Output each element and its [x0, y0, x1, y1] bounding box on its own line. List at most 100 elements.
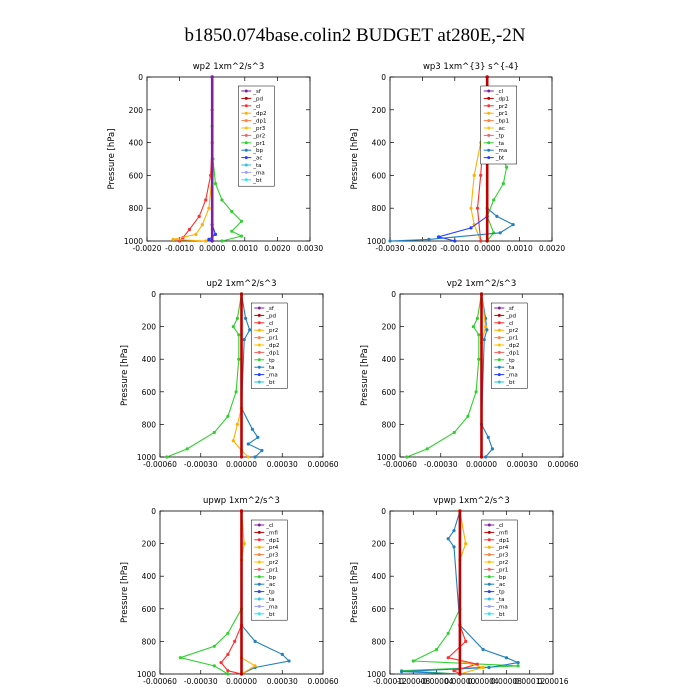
- x-tick-label: 0.0010: [506, 244, 532, 253]
- y-tick-label: 400: [142, 355, 157, 364]
- series-point: [452, 669, 456, 673]
- legend-entry: _bt: [265, 380, 275, 386]
- x-tick-label: 0.00030: [267, 460, 298, 469]
- series-point: [492, 198, 496, 202]
- legend-entry: _cl: [265, 321, 274, 327]
- x-tick-label: 0.00000: [466, 460, 497, 469]
- legend-entry: _pr4: [265, 545, 279, 551]
- legend-entry: _dp2: [252, 111, 266, 117]
- x-tick-label: -0.00004: [420, 677, 454, 686]
- legend-entry: _ac: [252, 156, 262, 162]
- x-tick-label: 0.00012: [514, 677, 545, 686]
- legend-entry: _sf: [505, 306, 515, 312]
- legend-entry: _cl: [252, 104, 261, 110]
- panel-2: wp3 1xm^{3} s^{-4} Pressure [hPa] 0 200 400 6…: [350, 62, 565, 253]
- y-tick-label: 800: [382, 420, 397, 429]
- series-point: [187, 227, 191, 232]
- series-point: [220, 239, 224, 243]
- legend-marker: [487, 545, 491, 549]
- series-line-ac: [211, 77, 244, 242]
- legend-marker: [257, 350, 261, 354]
- x-tick-label: -0.00030: [424, 460, 458, 469]
- y-axis-label: Pressure [hPa]: [350, 129, 360, 190]
- series-point: [234, 390, 238, 394]
- x-tick-label: -0.00060: [143, 677, 177, 686]
- series-point: [446, 537, 450, 541]
- legend-marker: [487, 567, 491, 571]
- y-tick-label: 200: [142, 540, 157, 549]
- series-point: [235, 316, 239, 320]
- plot-frame: [389, 510, 554, 675]
- legend-marker: [257, 597, 261, 601]
- series-line-dp2: [166, 293, 243, 458]
- series-point: [400, 670, 404, 674]
- series-point: [475, 316, 479, 320]
- series-point: [287, 659, 291, 663]
- series-point: [482, 338, 486, 342]
- legend-entry: _cl: [505, 321, 514, 327]
- x-tick-label: 0.00030: [267, 677, 298, 686]
- legend-entry: _pr1: [265, 567, 278, 573]
- series-point: [239, 219, 244, 223]
- series-point: [178, 656, 182, 660]
- series-point: [479, 455, 484, 459]
- x-tick-label: 0.0020: [539, 244, 565, 253]
- x-tick-label: -0.0010: [165, 244, 194, 253]
- legend-marker: [257, 604, 261, 608]
- legend-marker: [244, 104, 248, 108]
- legend-marker: [244, 111, 248, 115]
- series-point: [469, 226, 473, 230]
- x-tick-label: 0.0000: [474, 244, 500, 253]
- series-point: [475, 206, 480, 210]
- panel-title: wp3 1xm^{3} s^{-4}: [423, 62, 519, 72]
- y-tick-label: 0: [381, 73, 386, 82]
- series-point: [484, 455, 488, 459]
- legend-entry: _dp2: [265, 343, 279, 349]
- page-title: b1850.074base.colin2 BUDGET at280E,-2N: [184, 25, 525, 46]
- series-point: [469, 206, 473, 210]
- legend-marker: [257, 380, 261, 384]
- series-point: [239, 455, 244, 459]
- plot-frame: [389, 76, 553, 242]
- series-point: [260, 448, 264, 453]
- series-point: [472, 173, 476, 177]
- legend-marker: [244, 119, 248, 123]
- series-point: [485, 239, 489, 243]
- plot-frame: [146, 76, 311, 242]
- series-point: [239, 234, 244, 238]
- legend-marker: [257, 523, 261, 527]
- x-tick-label: 0.00008: [491, 677, 522, 686]
- legend-entry: _ma: [505, 373, 517, 379]
- legend-entry: _ma: [265, 373, 277, 379]
- y-tick-label: 200: [382, 323, 397, 332]
- series-point: [248, 328, 252, 332]
- legend-marker: [487, 530, 491, 534]
- series-point: [204, 239, 208, 243]
- y-tick-label: 0: [151, 290, 156, 299]
- series-point: [504, 656, 508, 660]
- legend-entry: _dp1: [252, 119, 266, 125]
- legend-marker: [244, 178, 248, 182]
- series-point: [458, 672, 462, 676]
- y-tick-label: 200: [129, 106, 144, 115]
- panel-1: wp2 1xm^2/s^3 Pressure [hPa] 0 200 400 600 800…: [107, 62, 323, 253]
- legend-entry: _dp2: [505, 343, 519, 349]
- x-tick-label: 0.0000: [199, 244, 225, 253]
- series-point: [237, 333, 241, 337]
- legend-entry: _pr2: [265, 560, 278, 566]
- legend-entry: _dp1: [495, 538, 509, 544]
- series-point: [200, 223, 204, 227]
- series-point: [230, 209, 234, 214]
- legend-marker: [257, 343, 261, 347]
- y-tick-label: 0: [151, 507, 156, 516]
- legend-marker: [257, 313, 261, 317]
- x-tick-label: 0.00060: [307, 460, 338, 469]
- legend-entry: _ma: [265, 604, 277, 610]
- legend-box: [238, 85, 275, 187]
- legend-marker: [257, 306, 261, 310]
- x-tick-label: 0.0020: [264, 244, 290, 253]
- series-point: [226, 669, 230, 673]
- legend-marker: [497, 343, 501, 347]
- series-point: [253, 664, 257, 668]
- legend-entry: _bt: [265, 612, 275, 618]
